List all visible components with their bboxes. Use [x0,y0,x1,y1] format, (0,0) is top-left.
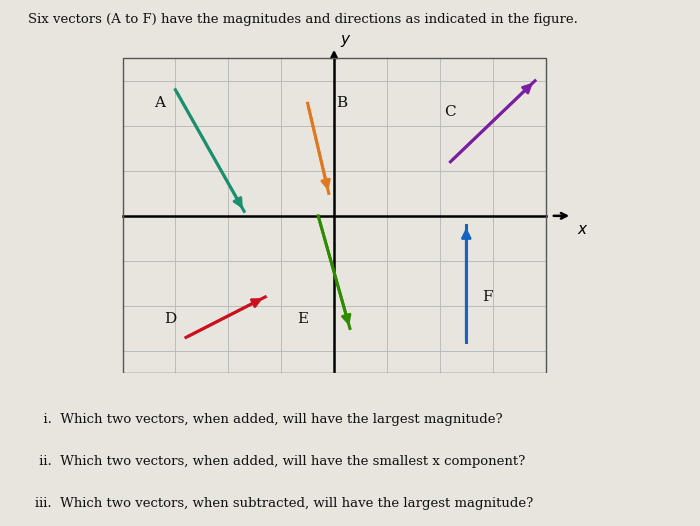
Bar [122,58,545,373]
Text: Six vectors (A to F) have the magnitudes and directions as indicated in the figu: Six vectors (A to F) have the magnitudes… [28,13,578,26]
Text: A: A [154,96,165,110]
Text: F: F [482,290,493,304]
Text: D: D [164,312,176,327]
Text: $x$: $x$ [578,222,589,237]
Text: $y$: $y$ [340,33,352,49]
Text: E: E [297,312,308,327]
Text: B: B [337,96,348,110]
Text: iii.  Which two vectors, when subtracted, will have the largest magnitude?: iii. Which two vectors, when subtracted,… [35,497,533,510]
Text: ii.  Which two vectors, when added, will have the smallest x component?: ii. Which two vectors, when added, will … [35,455,525,468]
Text: i.  Which two vectors, when added, will have the largest magnitude?: i. Which two vectors, when added, will h… [35,413,503,426]
Text: C: C [444,105,456,119]
